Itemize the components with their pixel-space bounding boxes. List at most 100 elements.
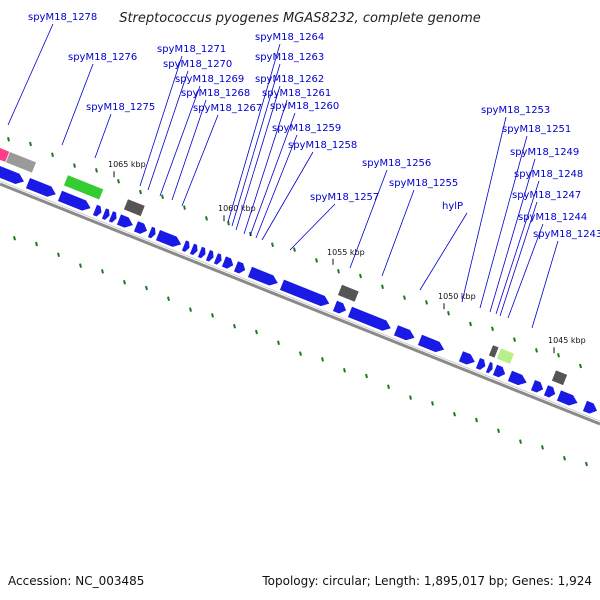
gene-label-leader [419,212,468,291]
gene-label: spyM18_1259 [272,123,341,134]
gc-mark [7,136,10,142]
gene-arrow [492,364,506,378]
gene-label-leader [499,201,538,317]
gene-arrow-shape [347,306,391,331]
gene-arrow [475,358,486,370]
gene-label-leader [159,85,201,197]
gene-arrow-shape [57,190,91,211]
gene-arrow-shape [393,325,415,341]
gene-label: spyM18_1243 [533,229,600,240]
scale-tick-label: 1050 kbp [438,292,476,301]
gene-arrow [221,256,234,269]
trna-feature [496,348,514,364]
gene-label-leader [181,114,219,207]
gc-mark [145,285,148,291]
gc-mark [189,307,192,312]
gene-label: spyM18_1262 [255,74,324,85]
gene-arrow-shape [492,364,506,378]
gc-mark [277,340,280,346]
gc-mark [211,313,214,318]
gene-arrow [347,306,391,331]
gene-label-leader [231,63,281,227]
gc-mark [29,141,32,147]
gc-mark [447,310,450,316]
gene-arrow [181,240,190,252]
gene-label-leader [235,85,281,231]
gene-arrow [197,246,206,259]
gene-label: spyM18_1253 [481,105,550,116]
gene-arrow [556,390,578,406]
gene-arrow-shape [530,380,544,393]
gc-mark [183,205,186,210]
pseudo-gene-feature [5,152,36,173]
gene-label-leader [61,63,94,146]
gene-arrow-shape [247,266,278,286]
gc-mark [491,326,494,332]
gene-arrow-shape [213,253,222,265]
gc-mark [233,323,236,329]
gene-label-leader [227,43,281,223]
gene-label-leader [255,134,298,239]
scale-tick-label: 1045 kbp [548,336,586,345]
gc-mark [497,428,500,434]
backbone-line [0,182,600,426]
gray-feature [488,345,499,358]
gene-label: spyM18_1278 [28,12,97,23]
gc-mark [469,321,472,327]
gc-mark [299,351,302,356]
gene-arrow [101,208,110,220]
gene-label-leader [261,151,314,241]
gray-feature [337,284,359,302]
gc-mark [205,216,208,221]
gene-arrow [213,253,222,265]
genome-backbone [0,180,600,426]
gc-mark [585,461,588,467]
gray-feature [551,370,568,386]
gene-label-leader [531,240,559,329]
map-title: Streptococcus pyogenes MGAS8232, complet… [119,11,481,26]
gene-label-leader [507,223,544,319]
gene-labels: spyM18_1278 spyM18_1276 spyM18_1275 spyM18_… [7,12,600,329]
gene-label: spyM18_1257 [310,192,379,203]
gene-label-leader [381,189,415,277]
gene-arrow [57,190,91,211]
gene-track [0,148,598,414]
gene-label-leader [249,112,296,237]
gene-arrow [332,300,347,314]
gc-mark [519,439,522,444]
gc-mark [101,269,104,274]
gene-arrow [108,211,117,223]
gene-arrow-shape [181,240,190,252]
gene-arrow [133,221,148,234]
gc-mark [57,252,60,258]
gene-label: spyM18_1260 [270,101,339,112]
gc-mark [387,384,390,390]
gc-content-track [7,136,588,467]
gene-arrow-shape [155,230,182,247]
gene-arrow [582,400,598,414]
gc-mark [557,352,560,358]
gene-arrow [485,362,493,374]
trna-feature-shape [496,348,514,364]
rrna-feature-shape [63,175,104,200]
gc-mark [167,296,170,302]
gene-label: spyM18_1251 [502,124,571,135]
gene-label-leader [479,135,528,309]
gene-label: spyM18_1244 [518,212,587,223]
rrna-feature [63,175,104,200]
gene-arrow [543,385,556,398]
gene-arrow-shape [0,166,24,185]
gc-mark [563,455,566,461]
gc-mark [475,417,478,423]
gene-arrow-shape [582,400,598,414]
gene-label-leader [461,116,507,303]
gray-feature-shape [337,284,359,302]
gene-label: spyM18_1264 [255,32,324,43]
gc-mark [513,337,516,342]
gene-label-leader [289,203,336,251]
pseudo-gene-feature-shape [5,152,36,173]
gc-mark [161,194,164,200]
gene-arrow [0,166,24,185]
gc-mark [13,235,16,241]
